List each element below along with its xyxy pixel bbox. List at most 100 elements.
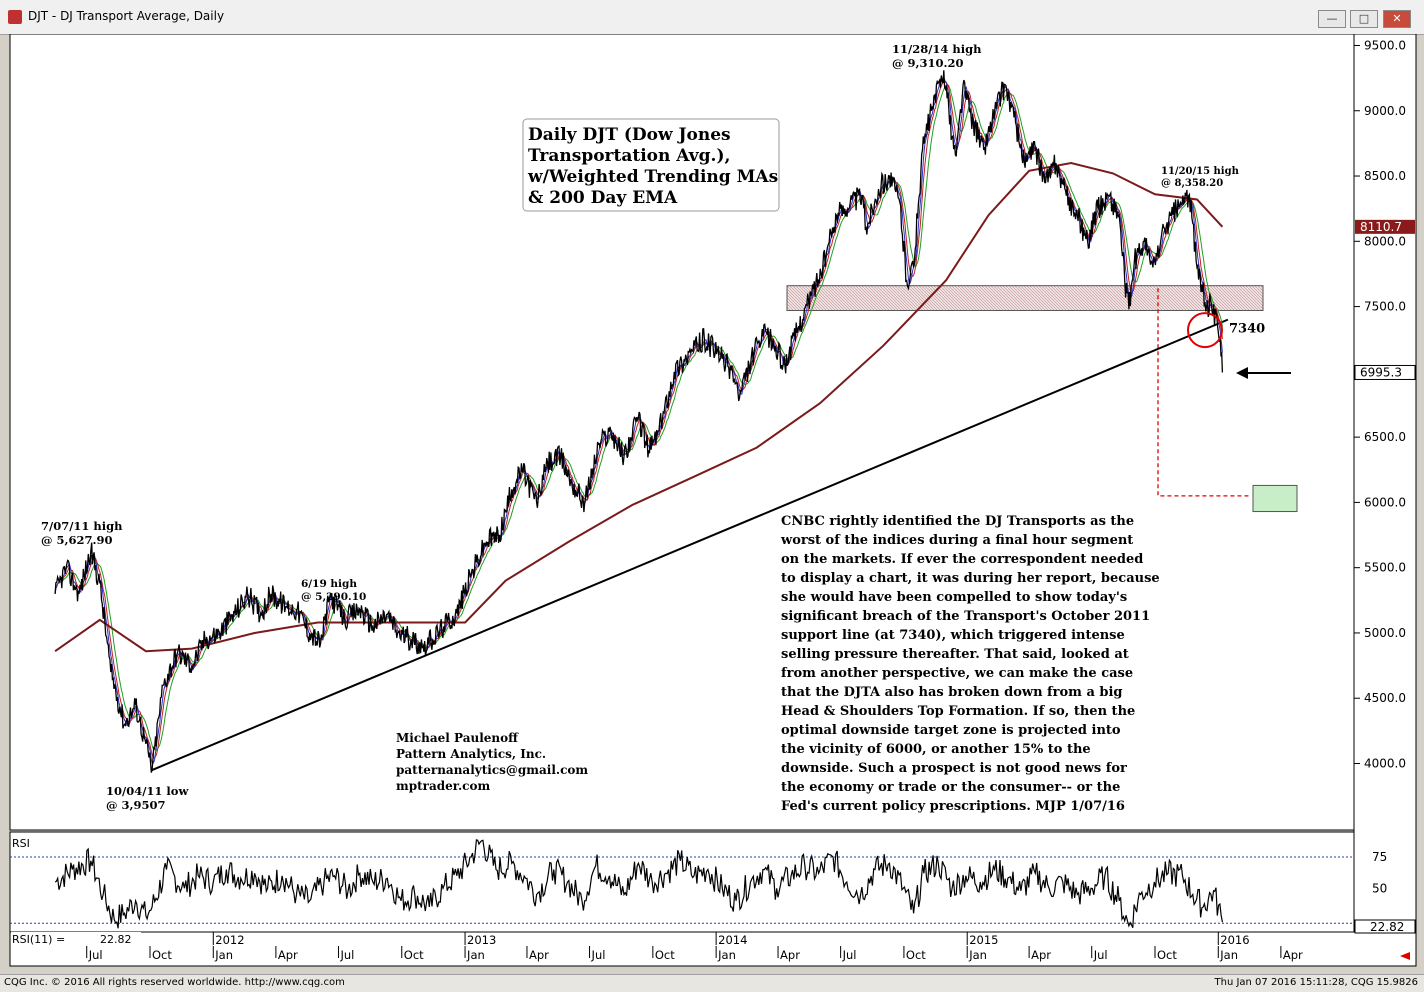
chart-title-line-3: w/Weighted Trending MAs	[527, 167, 778, 187]
chart-title-line-1: Daily DJT (Dow Jones	[528, 125, 731, 145]
commentary-line: Head & Shoulders Top Formation. If so, t…	[781, 704, 1135, 719]
maximize-button[interactable]: □	[1350, 10, 1378, 28]
support-trendline	[151, 318, 1229, 771]
svg-text:8110.7: 8110.7	[1360, 220, 1402, 234]
price-tick-label: 4500.0	[1364, 691, 1406, 705]
author-line: patternanalytics@gmail.com	[396, 763, 588, 777]
window-titlebar: DJT - DJ Transport Average, Daily — □ ✕	[0, 0, 1424, 35]
time-tick-label: Jan	[466, 948, 485, 962]
time-tick-label: Oct	[906, 948, 926, 962]
support-level-label: 7340	[1229, 321, 1265, 336]
time-tick-label: 2015	[969, 933, 998, 947]
commentary-line: downside. Such a prospect is not good ne…	[781, 761, 1127, 776]
price-tick-label: 5000.0	[1364, 626, 1406, 640]
price-badge-ema: 8110.7	[1355, 219, 1415, 234]
annotation-high-2012-date: 6/19 high	[301, 578, 357, 590]
commentary-line: the vicinity of 6000, or another 15% to …	[781, 742, 1091, 757]
annotation-high-2014-value: @ 9,310.20	[892, 56, 964, 70]
time-tick-label: Jul	[88, 948, 103, 962]
footer-copyright: CQG Inc. © 2016 All rights reserved worl…	[4, 977, 345, 988]
footer-bar: CQG Inc. © 2016 All rights reserved worl…	[0, 974, 1424, 992]
time-tick-label: Jan	[717, 948, 736, 962]
time-tick-label: Oct	[655, 948, 675, 962]
close-button[interactable]: ✕	[1383, 10, 1411, 28]
price-tick-label: 6000.0	[1364, 495, 1406, 509]
time-tick-label: Oct	[152, 948, 172, 962]
time-tick-label: Oct	[1157, 948, 1177, 962]
app-icon	[8, 10, 22, 24]
commentary-text: CNBC rightly identified the DJ Transport…	[780, 514, 1160, 814]
time-tick-label: Jul	[842, 948, 857, 962]
time-tick-label: 2014	[718, 933, 747, 947]
time-tick-label: Jan	[214, 948, 233, 962]
price-tick-label: 6500.0	[1364, 430, 1406, 444]
author-line: Michael Paulenoff	[396, 731, 519, 745]
time-tick-label: Jul	[339, 948, 354, 962]
commentary-line: CNBC rightly identified the DJ Transport…	[781, 514, 1134, 529]
commentary-line: Fed's current policy prescriptions. MJP …	[781, 799, 1125, 814]
price-badge-last: 6995.3	[1354, 364, 1416, 380]
author-line: Pattern Analytics, Inc.	[396, 747, 546, 761]
rsi-panel	[9, 831, 1355, 933]
commentary-line: significant breach of the Transport's Oc…	[781, 609, 1150, 624]
time-tick-label: Apr	[529, 948, 549, 962]
annotation-high-2012-value: @ 5,290.10	[301, 591, 366, 603]
commentary-line: that the DJTA also has broken down from …	[781, 685, 1123, 700]
price-tick-label: 4000.0	[1364, 757, 1406, 771]
time-tick-label: Apr	[1031, 948, 1051, 962]
price-tick-label: 8000.0	[1364, 234, 1406, 248]
target-zone	[1252, 484, 1298, 513]
annotation-high-2011-value: @ 5,627.90	[41, 533, 113, 547]
annotation-high-2015-date: 11/20/15 high	[1161, 166, 1240, 177]
left-arrow-icon	[1236, 367, 1291, 379]
rsi-badge-value: 22.82	[1370, 920, 1404, 934]
time-axis	[9, 931, 1417, 967]
time-tick-label: 2013	[467, 933, 496, 947]
commentary-line: optimal downside target zone is projecte…	[781, 723, 1121, 738]
time-tick-label: Apr	[278, 948, 298, 962]
ema-200-line	[54, 161, 1224, 653]
price-line	[54, 70, 1224, 773]
price-tick-label: 7500.0	[1364, 300, 1406, 314]
commentary-line: support line (at 7340), which triggered …	[781, 628, 1125, 643]
rsi-panel-title: RSI	[12, 837, 30, 850]
rsi-legend-value: 22.82	[100, 933, 132, 946]
chart-title-line-4: & 200 Day EMA	[528, 188, 678, 208]
rsi-tick-label: 75	[1372, 850, 1387, 864]
time-tick-label: Jan	[968, 948, 987, 962]
commentary-line: the economy or trade or the consumer-- o…	[781, 780, 1120, 795]
annotation-high-2015-value: @ 8,358.20	[1161, 178, 1223, 189]
annotation-low-2011-date: 10/04/11 low	[106, 784, 189, 798]
window-title: DJT - DJ Transport Average, Daily	[28, 9, 225, 23]
commentary-line: from another perspective, we can make th…	[781, 666, 1133, 681]
price-axis	[1353, 34, 1417, 933]
price-tick-label: 5500.0	[1364, 561, 1406, 575]
scroll-right-icon[interactable]	[1400, 952, 1410, 960]
time-tick-label: 2012	[215, 933, 244, 947]
minimize-button[interactable]: —	[1318, 10, 1346, 28]
commentary-line: worst of the indices during a final hour…	[780, 533, 1133, 548]
price-tick-label: 9500.0	[1364, 38, 1406, 52]
commentary-line: on the markets. If ever the corresponden…	[781, 552, 1143, 567]
chart-area: 9500.09000.08500.08000.07500.07000.06500…	[9, 34, 1417, 967]
rsi-legend-label: RSI(11) =	[12, 933, 65, 946]
annotation-high-2011-date: 7/07/11 high	[41, 519, 123, 533]
rsi-value-badge	[1354, 919, 1416, 934]
rsi-legend-box	[11, 932, 141, 945]
svg-text:6995.3: 6995.3	[1360, 365, 1402, 379]
time-tick-label: Oct	[404, 948, 424, 962]
rsi-axis-ticks: 75 50	[1372, 850, 1387, 895]
price-tick-label: 9000.0	[1364, 104, 1406, 118]
author-credits: Michael Paulenoff Pattern Analytics, Inc.…	[396, 731, 588, 793]
time-tick-label: 2016	[1220, 933, 1249, 947]
footer-timestamp: Thu Jan 07 2016 15:11:28, CQG 15.9826	[1214, 977, 1419, 988]
time-tick-label: Apr	[780, 948, 800, 962]
time-tick-label: Jul	[1093, 948, 1108, 962]
breach-marker	[1187, 312, 1223, 349]
rsi-line	[54, 839, 1223, 929]
rsi-tick-label: 50	[1372, 881, 1387, 895]
chart-title-line-2: Transportation Avg.),	[528, 146, 730, 166]
price-axis-ticks: 9500.09000.08500.08000.07500.07000.06500…	[1354, 38, 1406, 771]
time-tick-label: Jul	[591, 948, 606, 962]
